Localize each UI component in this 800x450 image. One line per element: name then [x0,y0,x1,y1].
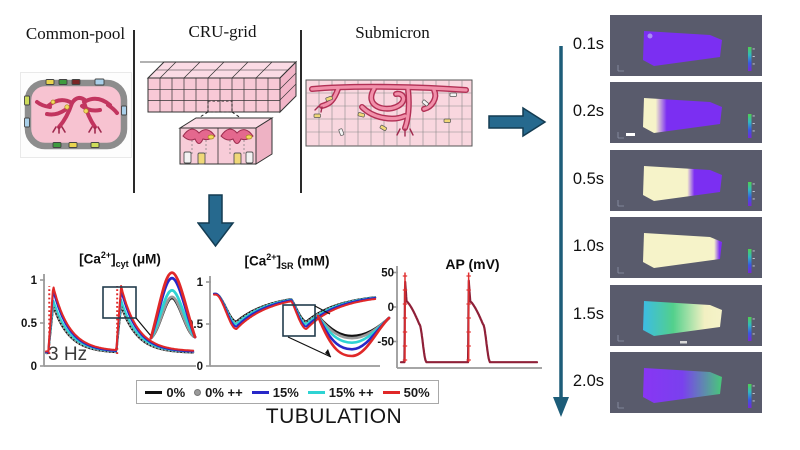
sr-ytick-0: 0 [197,361,203,373]
frame-time-label: 1.0s [572,237,604,255]
colorbar-icon [748,47,752,71]
legend-line-marker [307,390,325,394]
frame-time-label: 1.5s [572,305,604,323]
plot-title-ca-sr: [Ca2+]SR (mM) [244,252,330,272]
legend-label: 50% [403,384,430,400]
legend-entry-3: 15% ++ [307,384,374,400]
cell-shape [643,233,722,268]
plot-title-ap: AP (mV) [445,256,500,272]
ap-trace-curve [399,272,539,364]
trace-legend: 0% 0% ++ 15% 15% ++ 50% [136,380,439,404]
snapshot-panel-0.1s [610,15,762,76]
pacing-rate-label: 3 Hz [48,344,87,365]
cell-render-0.1s [617,31,755,72]
right-arrow-icon [488,106,547,138]
sr-inset-connector-arrow [287,336,332,358]
sr-zoom-box [282,304,316,337]
cru-detail-channels-icon [183,151,254,165]
snapshot-panel-1.5s [610,285,762,346]
cell-render-0.5s [617,166,755,207]
cyt-trace-curves [45,285,195,355]
legend-line-marker [145,390,163,394]
legend-label: 0% [166,384,186,400]
snapshot-panel-2.0s [610,352,762,413]
cell-shape [643,166,722,201]
snapshot-panel-0.2s [610,82,762,143]
sr-network-icon [35,96,119,129]
legend-label: 15% [272,384,299,400]
snapshot-panel-1.0s [610,217,762,278]
cyt-ytick-1: 1 [31,275,38,287]
colorbar-icon [748,317,752,341]
ryr-dots-icon [50,99,89,114]
panel-divider-1 [133,30,135,193]
tubule-network-icon [309,83,469,137]
ap-ytick-0: 0 [388,302,394,314]
cell-shape [643,98,722,133]
cyt-inset-curve-50% [149,271,197,340]
timeline-arrow-icon [553,46,569,417]
model-label-submicron: Submicron [355,23,430,42]
frame-time-label: 2.0s [572,372,604,390]
frame-time-label: 0.5s [572,170,604,188]
frame-time-label: 0.1s [572,35,604,53]
sr-inset-curves [316,314,391,358]
snapshot-panel-0.5s [610,150,762,211]
legend-entry-2: 15% [251,384,299,400]
model-label-cru-grid: CRU-grid [188,22,257,41]
scattered-channels-icon [313,92,457,136]
submicron-illustration [305,79,473,147]
cru-grid-illustration [140,60,298,165]
traces-plot-area: 1 0.5 0 1 0.5 0 50 0 -50 3 Hz [21,266,542,373]
figure-caption: TUBULATION [265,405,403,428]
cyt-inset-curve-15% ++ [149,288,197,340]
colorbar-icon [748,182,752,206]
cell-render-2.0s [617,368,755,409]
legend-line-marker [251,390,269,394]
membrane-channels-icon [24,78,127,148]
cyt-curve-0% ++ [45,303,195,355]
cell-render-0.2s [617,98,755,139]
colorbar-icon [748,384,752,408]
grid-selection-box [207,100,233,113]
sr-ytick-1: 1 [197,277,204,289]
plot-axes [43,266,542,369]
sr-curve-50% [213,293,377,330]
cyt-inset-curve-0% ++ [149,295,197,340]
cyt-ytick-05: 0.5 [21,318,38,330]
colorbar-icon [748,249,752,273]
cyt-inset-connector [135,317,152,337]
ap-ytick-50: 50 [381,268,394,280]
cell-render-1.5s [617,301,755,344]
panel-divider-2 [300,30,302,193]
legend-label: 15% ++ [328,384,374,400]
legend-entry-1: 0% ++ [194,385,243,400]
down-arrow-icon [197,194,235,248]
cell-render-1.0s [617,233,755,274]
common-pool-cell-illustration [20,72,132,158]
legend-dot-marker [194,388,202,396]
sr-inset-connector-top [314,305,331,315]
legend-entry-0: 0% [145,385,185,400]
ap-ytick-m50: -50 [377,337,394,349]
plot-title-ca-cyt: [Ca2+]cyt (μM) [79,250,161,270]
colorbar-icon [748,114,752,138]
legend-label: 0% ++ [205,384,243,400]
cell-shape [643,31,722,66]
model-label-common-pool: Common-pool [25,24,126,43]
cyt-zoom-box [102,286,137,319]
sr-trace-curves [213,292,377,330]
sr-inset-curve-50% [316,314,391,358]
legend-entry-4: 50% [382,384,430,400]
cell-shape [643,301,722,336]
cru-detail-sr-icon [182,128,254,144]
cyt-inset-curves [149,271,197,340]
legend-line-marker [382,390,400,394]
cell-shape [643,368,722,403]
cyt-ytick-0: 0 [31,361,37,373]
frame-time-label: 0.2s [572,102,604,120]
cyt-curve-50% [45,285,195,353]
